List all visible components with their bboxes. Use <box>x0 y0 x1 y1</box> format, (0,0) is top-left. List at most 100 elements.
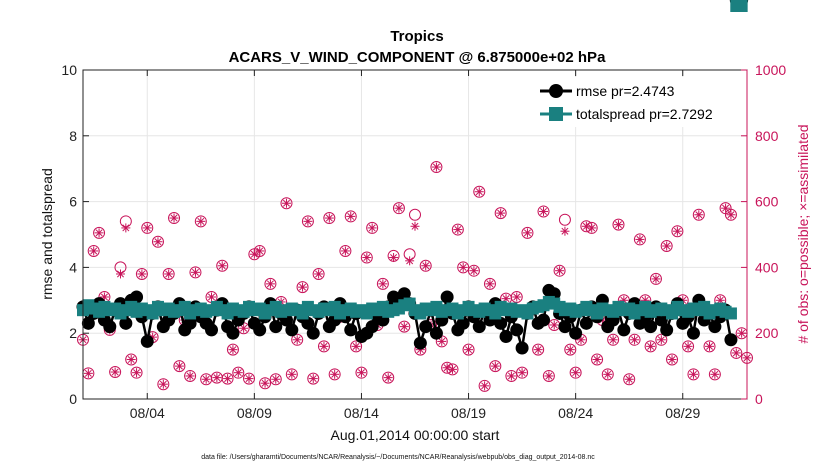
obs-assimilated-point <box>506 371 516 381</box>
obs-possible-point <box>194 215 207 228</box>
rmse-point <box>344 323 358 337</box>
obs-assimilated-point <box>121 223 131 233</box>
obs-possible-point <box>232 366 245 379</box>
obs-possible-point <box>516 366 529 379</box>
obs-assimilated-point <box>217 261 227 271</box>
obs-assimilated-point <box>496 208 506 218</box>
obs-possible-point <box>542 369 555 382</box>
obs-assimilated-point <box>142 223 152 233</box>
obs-possible-point <box>682 340 695 353</box>
obs-possible-point <box>226 343 239 356</box>
obs-possible-point <box>462 343 475 356</box>
obs-possible-point <box>473 185 486 198</box>
obs-assimilated-point <box>265 279 275 289</box>
rmse-point <box>269 320 283 334</box>
obs-possible-point <box>532 343 545 356</box>
obs-possible-point <box>521 226 534 239</box>
obs-possible-point <box>168 212 181 225</box>
x-tick-label: 08/14 <box>344 405 379 421</box>
obs-possible-point <box>451 223 464 236</box>
obs-assimilated-point <box>319 341 329 351</box>
obs-assimilated-point <box>635 234 645 244</box>
obs-assimilated-point <box>613 220 623 230</box>
obs-possible-point <box>157 378 170 391</box>
y-tick-label: 8 <box>69 128 77 144</box>
rmse-point <box>419 320 433 334</box>
obs-possible-point <box>376 277 389 290</box>
obs-assimilated-point <box>656 335 666 345</box>
rmse-point <box>456 316 470 330</box>
obs-assimilated-point <box>592 355 602 365</box>
obs-possible-point <box>184 369 197 382</box>
obs-assimilated-point <box>501 294 511 304</box>
obs-assimilated-point <box>351 341 361 351</box>
obs-possible-point <box>628 333 641 346</box>
obs-assimilated-point <box>431 162 441 172</box>
rmse-point <box>226 326 240 340</box>
obs-possible-point <box>510 291 523 304</box>
rmse-point <box>440 290 454 304</box>
obs-possible-point <box>607 333 620 346</box>
y-tick-label: 2 <box>69 325 77 341</box>
obs-possible-point <box>612 218 625 231</box>
rmse-point <box>81 316 95 330</box>
obs-possible-point <box>307 372 320 385</box>
x-tick-label: 08/04 <box>130 405 165 421</box>
obs-possible-point <box>419 259 432 272</box>
obs-assimilated-point <box>185 371 195 381</box>
obs-assimilated-point <box>667 355 677 365</box>
obs-possible-point <box>483 277 496 290</box>
y2-tick-label: 200 <box>755 325 779 341</box>
obs-assimilated-point <box>474 187 484 197</box>
obs-possible-point <box>173 360 186 373</box>
obs-assimilated-point <box>710 369 720 379</box>
obs-assimilated-point <box>571 368 581 378</box>
obs-possible-point <box>93 226 106 239</box>
obs-possible-point <box>264 277 277 290</box>
obs-possible-point <box>296 281 309 294</box>
obs-assimilated-point <box>464 345 474 355</box>
y2-axis-label: # of obs: o=possible; ×=assimilated <box>795 124 811 343</box>
legend: rmse pr=2.4743 totalspread pr=2.7292 <box>530 77 740 127</box>
y-tick-label: 10 <box>61 62 77 78</box>
obs-assimilated-point <box>549 320 559 330</box>
obs-assimilated-point <box>421 261 431 271</box>
x-tick-label: 08/09 <box>237 405 272 421</box>
obs-assimilated-point <box>228 345 238 355</box>
obs-assimilated-point <box>651 274 661 284</box>
obs-possible-point <box>323 212 336 225</box>
obs-assimilated-point <box>340 246 350 256</box>
y2-tick-label: 800 <box>755 128 779 144</box>
obs-assimilated-point <box>346 211 356 221</box>
x-axis: 08/04 08/09 08/14 08/19 08/24 08/29 <box>130 70 700 421</box>
legend-totalspread-marker <box>549 107 563 121</box>
obs-assimilated-point <box>153 237 163 247</box>
obs-assimilated-point <box>233 368 243 378</box>
obs-assimilated-point <box>137 269 147 279</box>
obs-assimilated-point <box>410 221 420 231</box>
obs-assimilated-point <box>356 368 366 378</box>
rmse-point <box>130 290 144 304</box>
obs-assimilated-point <box>132 368 142 378</box>
y-axis-right: 0 200 400 600 800 1000 <box>741 62 786 407</box>
obs-assimilated-point <box>480 381 490 391</box>
obs-possible-point <box>692 208 705 221</box>
obs-possible-point <box>537 205 550 218</box>
obs-assimilated-point <box>512 292 522 302</box>
obs-possible-point <box>703 340 716 353</box>
data-file-footnote: data file: /Users/gharamti/Documents/NCA… <box>201 454 595 461</box>
totalspread-point <box>735 0 748 12</box>
rmse-point <box>494 316 508 330</box>
obs-possible-point <box>125 353 138 366</box>
obs-assimilated-point <box>212 373 222 383</box>
obs-assimilated-point <box>399 322 409 332</box>
y-tick-label: 6 <box>69 194 77 210</box>
obs-possible-point <box>109 366 122 379</box>
obs-assimilated-point <box>630 335 640 345</box>
obs-possible-point <box>339 244 352 257</box>
obs-possible-point <box>467 264 480 277</box>
obs-possible-point <box>216 259 229 272</box>
obs-possible-point <box>660 240 673 253</box>
legend-rmse-marker <box>549 84 563 98</box>
